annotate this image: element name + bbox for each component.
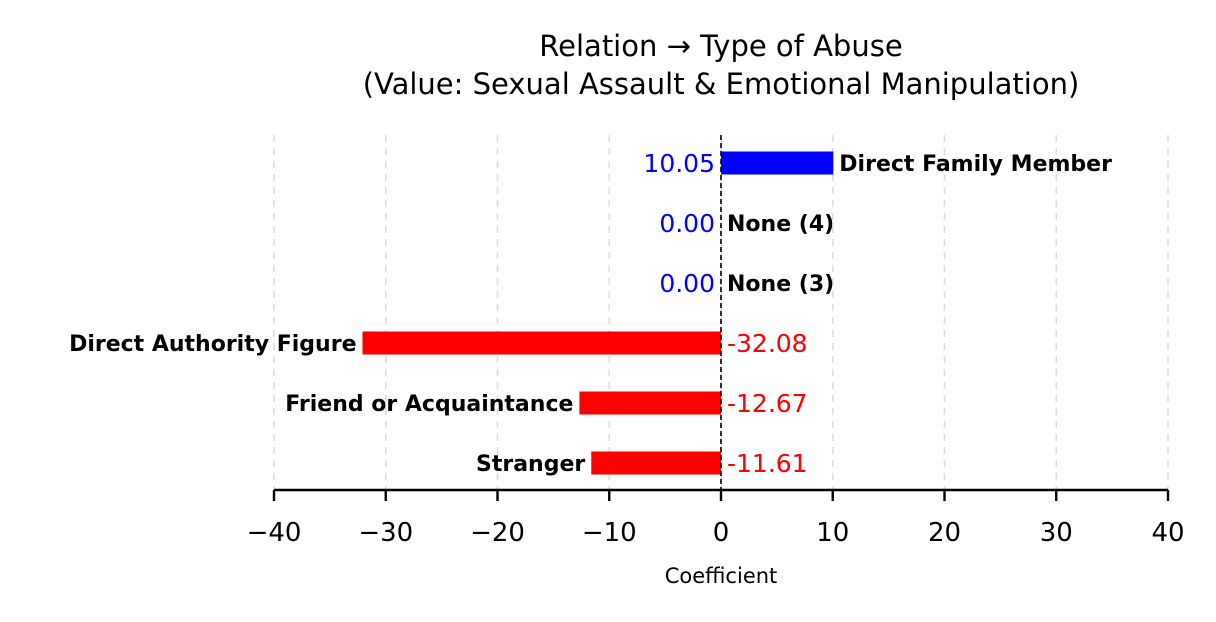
value-label: -32.08 — [727, 329, 808, 358]
bar — [579, 391, 721, 415]
value-labels: 10.05 0.00 0.00 -32.08 -12.67 -11.61 — [643, 149, 807, 478]
value-label: 0.00 — [659, 269, 715, 298]
bars — [362, 151, 834, 475]
x-axis: −40 −30 −20 −10 0 10 20 30 40 — [247, 488, 1185, 548]
bar — [591, 451, 721, 475]
x-tick-label: 30 — [1040, 518, 1073, 548]
category-label: None (3) — [727, 272, 834, 297]
bar — [721, 151, 834, 175]
x-tick-label: −20 — [470, 518, 525, 548]
x-tick-label: 0 — [713, 518, 730, 548]
x-tick-label: 10 — [816, 518, 849, 548]
x-axis-label: Coefficient — [665, 564, 778, 588]
category-label: Direct Authority Figure — [69, 332, 356, 357]
category-label: Direct Family Member — [839, 152, 1112, 177]
category-label: Friend or Acquaintance — [285, 392, 573, 417]
category-label: Stranger — [476, 452, 585, 477]
category-labels: Direct Family Member None (4) None (3) Dire… — [69, 152, 1112, 477]
x-tick-label: 40 — [1151, 518, 1184, 548]
chart-title: Relation → Type of Abuse — [539, 29, 902, 63]
x-tick-label: 20 — [928, 518, 961, 548]
x-tick-label: −30 — [358, 518, 413, 548]
chart-subtitle: (Value: Sexual Assault & Emotional Manip… — [363, 67, 1080, 101]
value-label: -11.61 — [727, 449, 808, 478]
value-label: -12.67 — [727, 389, 808, 418]
x-tick-label: −10 — [582, 518, 637, 548]
bar — [362, 331, 721, 355]
value-label: 10.05 — [643, 149, 715, 178]
value-label: 0.00 — [659, 209, 715, 238]
category-label: None (4) — [727, 212, 834, 237]
x-tick-label: −40 — [247, 518, 302, 548]
